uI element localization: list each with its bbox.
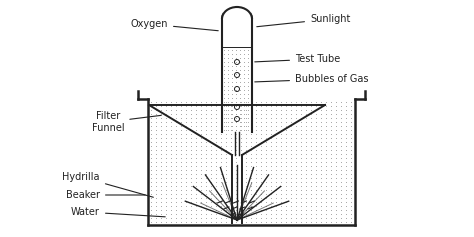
Text: Bubbles of Gas: Bubbles of Gas	[255, 74, 368, 84]
Bar	[223, 17, 251, 47]
Text: Water: Water	[71, 207, 165, 217]
Text: Sunlight: Sunlight	[257, 14, 350, 27]
Text: Hydrilla: Hydrilla	[63, 172, 153, 197]
Text: Test Tube: Test Tube	[255, 54, 340, 64]
Bar	[223, 6, 251, 20]
Text: Oxygen: Oxygen	[130, 19, 218, 31]
Text: Filter
Funnel: Filter Funnel	[91, 111, 161, 133]
Text: Beaker: Beaker	[66, 190, 145, 200]
